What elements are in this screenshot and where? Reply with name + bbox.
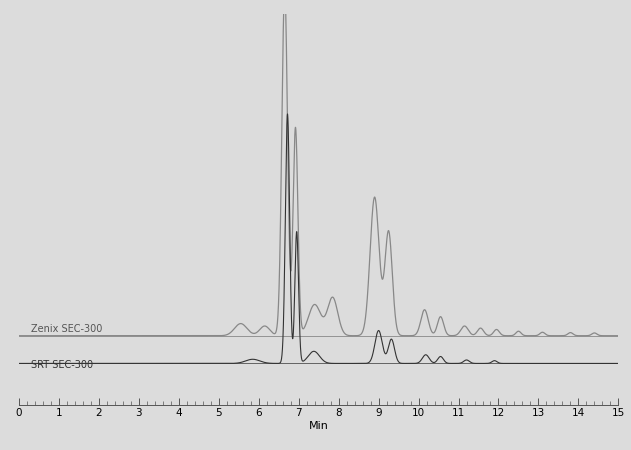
X-axis label: Min: Min	[309, 421, 329, 431]
Text: Zenix SEC-300: Zenix SEC-300	[31, 324, 102, 334]
Text: SRT SEC-300: SRT SEC-300	[31, 360, 93, 369]
